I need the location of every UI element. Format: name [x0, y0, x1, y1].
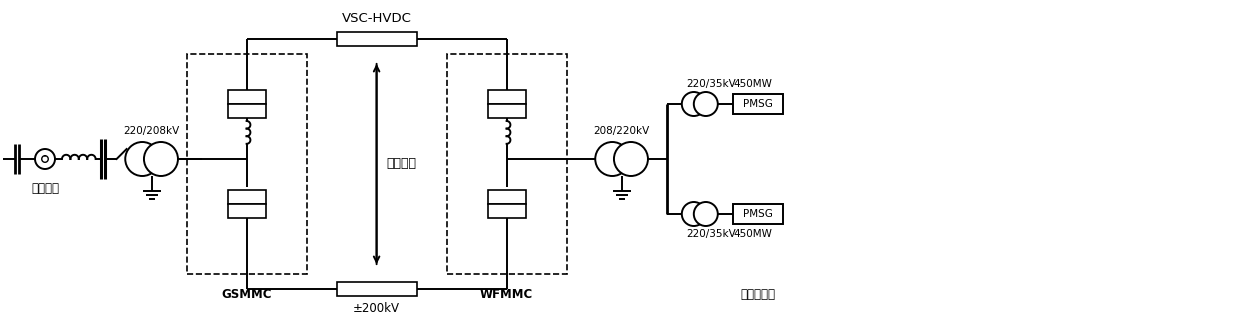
Bar: [228, 90, 265, 104]
Text: PMSG: PMSG: [743, 99, 773, 109]
Circle shape: [595, 142, 629, 176]
Bar: [487, 90, 526, 104]
Text: 220/35kV: 220/35kV: [687, 229, 737, 239]
Bar: [487, 104, 526, 118]
Bar: [228, 204, 265, 218]
Circle shape: [682, 92, 706, 116]
Bar: [228, 190, 265, 204]
Bar: [186, 54, 306, 274]
Text: SM: SM: [500, 192, 513, 202]
Text: 208/220kV: 208/220kV: [594, 126, 650, 136]
Text: SM: SM: [239, 107, 253, 115]
Bar: [733, 94, 782, 114]
Text: 450MW: 450MW: [733, 229, 771, 239]
Text: 直流电缓: 直流电缓: [387, 158, 417, 170]
Text: SM: SM: [500, 93, 513, 101]
Circle shape: [35, 149, 55, 169]
Bar: [487, 204, 526, 218]
Text: 220/208kV: 220/208kV: [124, 126, 180, 136]
Bar: [446, 54, 567, 274]
Text: 450MW: 450MW: [733, 79, 771, 89]
Circle shape: [144, 142, 179, 176]
Text: SM: SM: [239, 206, 253, 216]
Text: 220/35kV: 220/35kV: [687, 79, 737, 89]
Circle shape: [694, 202, 718, 226]
Text: SM: SM: [500, 107, 513, 115]
Text: PMSG: PMSG: [743, 209, 773, 219]
Text: SM: SM: [239, 192, 253, 202]
Bar: [336, 282, 417, 296]
Text: SM: SM: [500, 206, 513, 216]
Circle shape: [682, 202, 706, 226]
Bar: [336, 32, 417, 46]
Text: 交流电网: 交流电网: [31, 182, 60, 196]
Bar: [487, 190, 526, 204]
Text: GSMMC: GSMMC: [222, 287, 272, 300]
Text: VSC-HVDC: VSC-HVDC: [342, 12, 412, 26]
Text: WFMMC: WFMMC: [480, 287, 533, 300]
Bar: [228, 104, 265, 118]
Circle shape: [694, 92, 718, 116]
Circle shape: [614, 142, 649, 176]
Circle shape: [125, 142, 159, 176]
Text: ±200kV: ±200kV: [353, 302, 401, 315]
Bar: [733, 204, 782, 224]
Text: 海上风电场: 海上风电场: [740, 287, 775, 300]
Text: SM: SM: [239, 93, 253, 101]
